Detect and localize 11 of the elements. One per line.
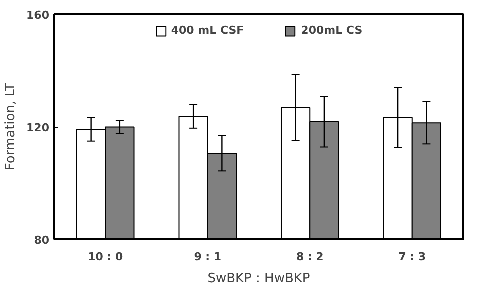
y-tick-label: 160	[26, 9, 50, 22]
x-tick-label: 7 : 3	[398, 250, 426, 264]
x-tick-label: 8 : 2	[296, 250, 324, 264]
y-tick-label: 80	[34, 234, 50, 247]
legend-label: 400 mL CSF	[171, 24, 244, 37]
x-tick-label: 10 : 0	[88, 250, 124, 264]
legend-label: 200mL CS	[301, 24, 363, 37]
y-tick-label: 120	[26, 122, 50, 134]
y-axis-title: Formation, LT	[4, 83, 19, 171]
x-axis-title: SwBKP : HwBKP	[208, 272, 310, 286]
x-tick-label: 9 : 1	[194, 250, 222, 264]
